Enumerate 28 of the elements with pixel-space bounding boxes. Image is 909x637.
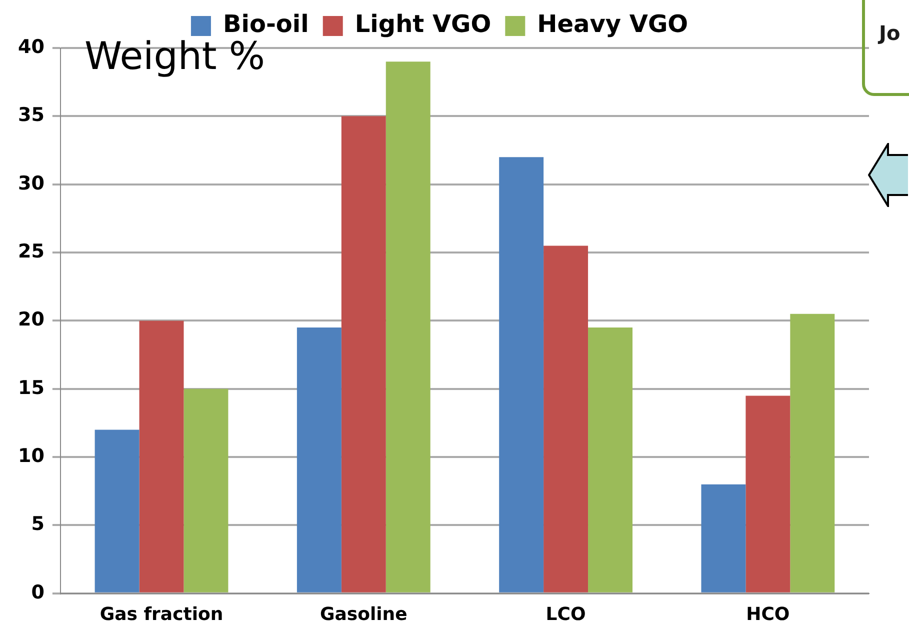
bar — [588, 328, 632, 592]
x-tick-label: HCO — [746, 604, 790, 625]
bar — [341, 116, 386, 592]
bar — [746, 396, 790, 592]
y-tick-label: 35 — [18, 104, 44, 126]
legend-label: Light VGO — [354, 10, 492, 38]
x-tick-label: LCO — [546, 604, 586, 625]
bar — [296, 328, 342, 592]
y-tick-label: 15 — [18, 376, 44, 399]
text: Jo — [862, 0, 909, 96]
y-tick-label: 40 — [18, 36, 44, 58]
bar — [499, 157, 544, 592]
bar — [544, 246, 588, 592]
bar — [790, 314, 835, 592]
y-tick-label: 30 — [18, 172, 44, 194]
bar — [386, 62, 430, 592]
y-tick-label: 0 — [31, 581, 44, 604]
bar — [184, 388, 228, 592]
x-tick-label: Gas fraction — [100, 604, 224, 625]
bar — [139, 320, 184, 592]
y-tick-label: 5 — [31, 513, 44, 536]
bar — [94, 430, 140, 592]
y-tick-label: 25 — [18, 240, 44, 262]
legend-label: Heavy VGO — [537, 10, 688, 38]
x-tick-label: Gasoline — [320, 604, 408, 625]
y-tick-label: 20 — [18, 308, 44, 331]
y-tick-label: 10 — [18, 444, 44, 467]
bar — [701, 484, 746, 592]
